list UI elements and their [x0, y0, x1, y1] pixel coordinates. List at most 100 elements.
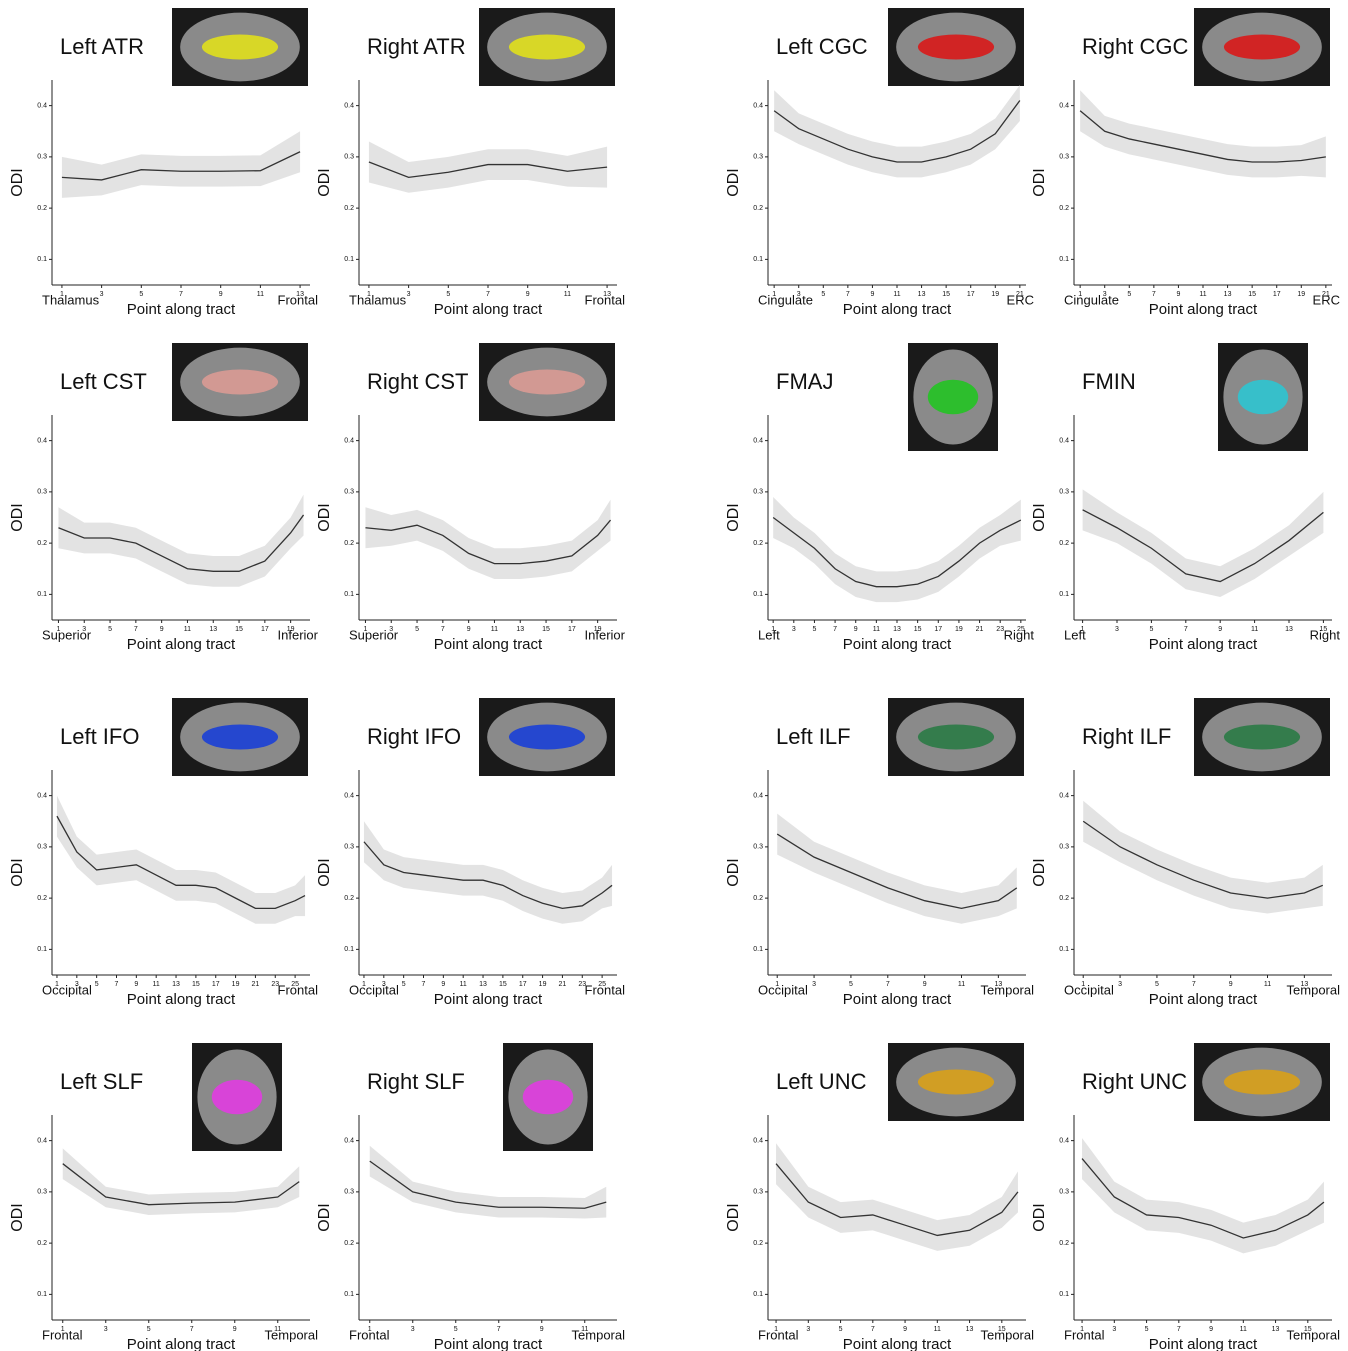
tract-highlight: [509, 35, 585, 60]
x-axis-label: Point along tract: [434, 1336, 543, 1351]
x-tick-label: 17: [261, 626, 269, 633]
y-tick-label: 0.1: [344, 1291, 354, 1298]
chart-panel: Left SLF0.10.20.30.41357911ODIFrontalTem…: [9, 1043, 318, 1351]
x-axis-label: Point along tract: [434, 636, 543, 653]
x-tick-label: 3: [1118, 981, 1122, 988]
y-tick-label: 0.2: [344, 205, 354, 212]
y-axis-label: ODI: [1031, 168, 1048, 196]
x-tick-label: 7: [422, 981, 426, 988]
tract-highlight: [918, 35, 994, 60]
x-end-label: Temporal: [981, 982, 1035, 997]
chart-panel: Left ATR0.10.20.30.4135791113ODIThalamus…: [9, 8, 318, 318]
y-tick-label: 0.4: [37, 102, 47, 109]
chart-panel: FMIN0.10.20.30.413579111315ODILeftRightP…: [1031, 343, 1340, 653]
chart-title: Right ATR: [367, 34, 466, 59]
chart-title: FMAJ: [776, 369, 833, 394]
confidence-band: [58, 494, 303, 586]
x-axis-label: Point along tract: [127, 991, 236, 1008]
x-axis-label: Point along tract: [843, 1336, 952, 1351]
x-tick-label: 3: [100, 291, 104, 298]
x-tick-label: 7: [846, 291, 850, 298]
x-tick-label: 19: [991, 291, 999, 298]
tract-highlight: [202, 725, 278, 750]
x-tick-label: 9: [134, 981, 138, 988]
y-tick-label: 0.2: [344, 1240, 354, 1247]
x-tick-label: 11: [153, 981, 160, 988]
chart-title: Right ILF: [1082, 724, 1171, 749]
chart-panel: FMAJ0.10.20.30.4135791113151719212325ODI…: [725, 343, 1034, 653]
x-tick-label: 7: [1184, 626, 1188, 633]
x-tick-label: 7: [486, 291, 490, 298]
x-start-label: Frontal: [42, 1327, 83, 1342]
y-axis-label: ODI: [1031, 503, 1048, 531]
x-start-label: Cingulate: [758, 292, 813, 307]
x-tick-label: 9: [1209, 1326, 1213, 1333]
x-tick-label: 11: [1240, 1326, 1247, 1333]
y-tick-label: 0.4: [1059, 437, 1069, 444]
chart-panel: Right ILF0.10.20.30.4135791113ODIOccipit…: [1031, 698, 1340, 1008]
y-tick-label: 0.4: [753, 437, 763, 444]
x-start-label: Thalamus: [42, 292, 100, 307]
y-tick-label: 0.1: [344, 946, 354, 953]
y-tick-label: 0.3: [1059, 489, 1069, 496]
x-tick-label: 5: [839, 1326, 843, 1333]
y-tick-label: 0.4: [37, 1137, 47, 1144]
x-start-label: Left: [758, 627, 780, 642]
y-tick-label: 0.2: [1059, 895, 1069, 902]
x-axis-label: Point along tract: [434, 301, 543, 318]
tract-highlight: [509, 370, 585, 395]
y-tick-label: 0.2: [344, 895, 354, 902]
x-axis-label: Point along tract: [843, 636, 952, 653]
x-tick-label: 9: [233, 1326, 237, 1333]
confidence-band: [63, 1148, 300, 1215]
x-end-label: Frontal: [585, 292, 626, 307]
x-tick-label: 13: [479, 981, 487, 988]
tract-highlight: [523, 1080, 573, 1115]
y-axis-label: ODI: [725, 1203, 742, 1231]
y-tick-label: 0.1: [344, 591, 354, 598]
y-tick-label: 0.4: [37, 437, 47, 444]
x-tick-label: 9: [923, 981, 927, 988]
tract-highlight: [1224, 1070, 1300, 1095]
chart-panel: Right CST0.10.20.30.4135791113151719ODIS…: [316, 343, 625, 653]
x-start-label: Thalamus: [349, 292, 407, 307]
x-tick-label: 15: [1248, 291, 1256, 298]
y-axis-label: ODI: [9, 168, 26, 196]
x-tick-label: 5: [812, 626, 816, 633]
confidence-band: [1082, 1138, 1324, 1253]
x-start-label: Left: [1064, 627, 1086, 642]
y-tick-label: 0.4: [753, 792, 763, 799]
x-tick-label: 7: [833, 626, 837, 633]
x-tick-label: 5: [415, 626, 419, 633]
confidence-band: [364, 821, 612, 924]
x-tick-label: 3: [104, 1326, 108, 1333]
x-tick-label: 9: [1176, 291, 1180, 298]
x-tick-label: 9: [1229, 981, 1233, 988]
x-tick-label: 19: [539, 981, 547, 988]
y-tick-label: 0.2: [344, 540, 354, 547]
x-end-label: Frontal: [278, 982, 319, 997]
x-tick-label: 5: [108, 626, 112, 633]
y-tick-label: 0.3: [753, 154, 763, 161]
x-tick-label: 3: [1112, 1326, 1116, 1333]
x-start-label: Occipital: [1064, 982, 1114, 997]
x-tick-label: 11: [893, 291, 900, 298]
x-tick-label: 13: [918, 291, 926, 298]
y-tick-label: 0.2: [753, 1240, 763, 1247]
y-axis-label: ODI: [9, 503, 26, 531]
x-tick-label: 7: [441, 626, 445, 633]
x-tick-label: 15: [542, 626, 550, 633]
x-tick-label: 19: [232, 981, 240, 988]
y-tick-label: 0.4: [1059, 1137, 1069, 1144]
x-axis-label: Point along tract: [843, 301, 952, 318]
confidence-band: [777, 814, 1017, 924]
x-tick-label: 17: [1273, 291, 1281, 298]
y-tick-label: 0.4: [1059, 102, 1069, 109]
x-tick-label: 5: [454, 1326, 458, 1333]
tract-highlight: [212, 1080, 262, 1115]
tract-highlight: [1224, 35, 1300, 60]
x-tick-label: 19: [955, 626, 963, 633]
x-tick-label: 3: [792, 626, 796, 633]
x-axis-label: Point along tract: [1149, 1336, 1258, 1351]
y-tick-label: 0.3: [753, 489, 763, 496]
